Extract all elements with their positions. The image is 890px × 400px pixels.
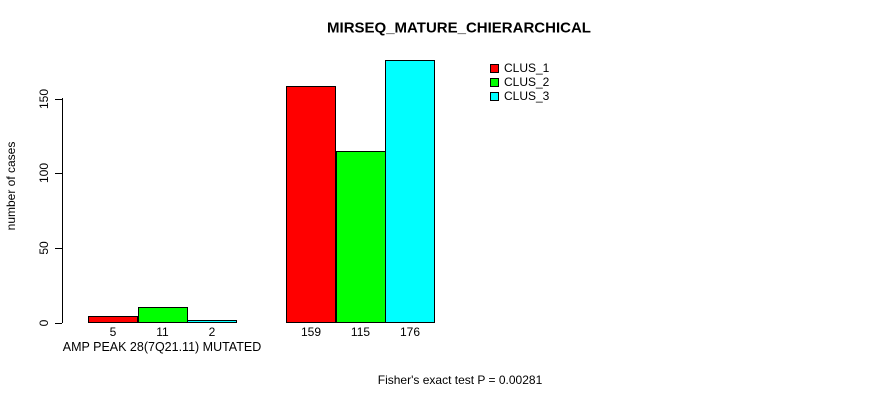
bar-clus-1-group-1 bbox=[88, 316, 138, 323]
y-tick-label: 50 bbox=[37, 241, 51, 255]
legend-swatch-clus-1 bbox=[490, 63, 499, 73]
y-tick-label: 150 bbox=[37, 88, 51, 110]
y-tick-mark bbox=[55, 323, 62, 324]
bar-clus-3-group-2 bbox=[385, 60, 435, 323]
bar-value-label: 159 bbox=[300, 325, 322, 339]
x-axis-group-label: AMP PEAK 28(7Q21.11) MUTATED bbox=[62, 340, 262, 354]
legend-item-clus-2: CLUS_2 bbox=[490, 75, 549, 89]
y-axis-line bbox=[62, 98, 63, 323]
bar-value-label: 2 bbox=[208, 325, 216, 339]
legend-item-clus-1: CLUS_1 bbox=[490, 61, 549, 75]
bar-value-label: 5 bbox=[109, 325, 117, 339]
bar-clus-2-group-2 bbox=[335, 151, 386, 323]
bar-value-label: 176 bbox=[399, 325, 421, 339]
legend-swatch-clus-3 bbox=[490, 91, 499, 101]
legend: CLUS_1 CLUS_2 CLUS_3 bbox=[490, 61, 549, 103]
chart-title: MIRSEQ_MATURE_CHIERARCHICAL bbox=[327, 19, 591, 37]
legend-swatch-clus-2 bbox=[490, 77, 499, 87]
bar-value-label: 11 bbox=[156, 325, 169, 339]
legend-label-clus-3: CLUS_3 bbox=[504, 89, 550, 103]
y-tick-mark bbox=[55, 173, 62, 174]
bar-value-label: 115 bbox=[350, 325, 371, 339]
legend-item-clus-3: CLUS_3 bbox=[490, 89, 549, 103]
y-tick-label: 100 bbox=[37, 162, 51, 184]
bar-clus-3-group-1 bbox=[187, 320, 237, 323]
y-tick-label: 0 bbox=[37, 319, 51, 327]
y-axis-title: number of cases bbox=[4, 141, 18, 231]
footnote-pvalue: Fisher's exact test P = 0.00281 bbox=[377, 373, 543, 387]
legend-label-clus-2: CLUS_2 bbox=[504, 75, 550, 89]
y-tick-mark bbox=[55, 248, 62, 249]
bar-clus-1-group-2 bbox=[286, 86, 336, 323]
bar-clus-2-group-1 bbox=[137, 307, 188, 323]
y-tick-mark bbox=[55, 99, 62, 100]
legend-label-clus-1: CLUS_1 bbox=[504, 61, 550, 75]
